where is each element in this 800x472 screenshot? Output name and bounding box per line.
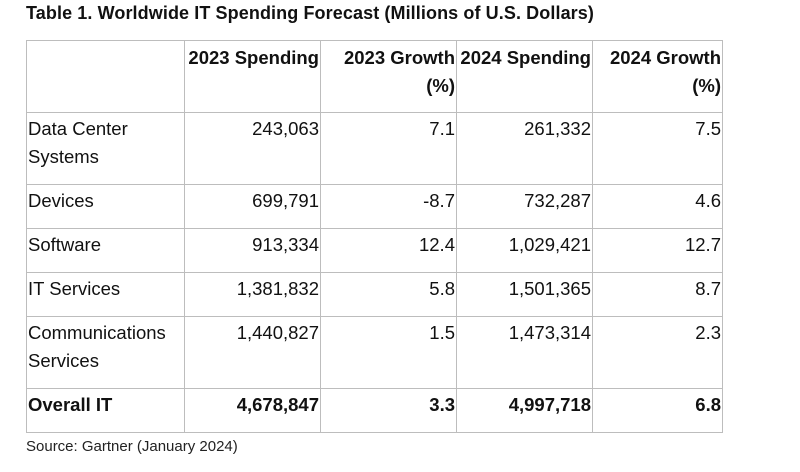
spending-2023-cell: 1,381,832 [184, 272, 321, 317]
growth-2023-cell: 1.5 [320, 316, 457, 389]
row-label: Communications Services [26, 316, 185, 389]
spending-2024-cell: 732,287 [456, 184, 593, 229]
total-growth-2023-cell: 3.3 [320, 388, 457, 433]
table-row: Software 913,334 12.4 1,029,421 12.7 [26, 228, 723, 273]
source-note: Source: Gartner (January 2024) [26, 438, 238, 455]
spending-2024-cell: 1,473,314 [456, 316, 593, 389]
total-label: Overall IT [26, 388, 185, 433]
row-label: Devices [26, 184, 185, 229]
header-cell-category [26, 40, 185, 113]
spending-2024-cell: 261,332 [456, 112, 593, 185]
growth-2023-cell: 12.4 [320, 228, 457, 273]
total-spending-2023-cell: 4,678,847 [184, 388, 321, 433]
growth-2024-cell: 8.7 [592, 272, 723, 317]
table-row: Communications Services 1,440,827 1.5 1,… [26, 316, 723, 389]
growth-2024-cell: 7.5 [592, 112, 723, 185]
spending-2024-cell: 1,029,421 [456, 228, 593, 273]
table-row: Devices 699,791 -8.7 732,287 4.6 [26, 184, 723, 229]
spending-2023-cell: 913,334 [184, 228, 321, 273]
row-label: Software [26, 228, 185, 273]
spending-2023-cell: 243,063 [184, 112, 321, 185]
header-cell-2023-spending: 2023 Spending [184, 40, 321, 113]
total-spending-2024-cell: 4,997,718 [456, 388, 593, 433]
header-cell-2024-spending: 2024 Spending [456, 40, 593, 113]
it-spending-table: 2023 Spending 2023 Growth (%) 2024 Spend… [26, 40, 723, 433]
header-cell-2024-growth: 2024 Growth (%) [592, 40, 723, 113]
spending-2023-cell: 699,791 [184, 184, 321, 229]
growth-2024-cell: 12.7 [592, 228, 723, 273]
header-row: 2023 Spending 2023 Growth (%) 2024 Spend… [26, 40, 723, 113]
table-row: IT Services 1,381,832 5.8 1,501,365 8.7 [26, 272, 723, 317]
row-label: IT Services [26, 272, 185, 317]
growth-2024-cell: 4.6 [592, 184, 723, 229]
growth-2023-cell: 7.1 [320, 112, 457, 185]
header-cell-2023-growth: 2023 Growth (%) [320, 40, 457, 113]
growth-2024-cell: 2.3 [592, 316, 723, 389]
total-growth-2024-cell: 6.8 [592, 388, 723, 433]
spending-2024-cell: 1,501,365 [456, 272, 593, 317]
growth-2023-cell: 5.8 [320, 272, 457, 317]
row-label: Data Center Systems [26, 112, 185, 185]
table-row: Data Center Systems 243,063 7.1 261,332 … [26, 112, 723, 185]
total-row: Overall IT 4,678,847 3.3 4,997,718 6.8 [26, 388, 723, 433]
spending-2023-cell: 1,440,827 [184, 316, 321, 389]
growth-2023-cell: -8.7 [320, 184, 457, 229]
table-title: Table 1. Worldwide IT Spending Forecast … [26, 3, 594, 23]
